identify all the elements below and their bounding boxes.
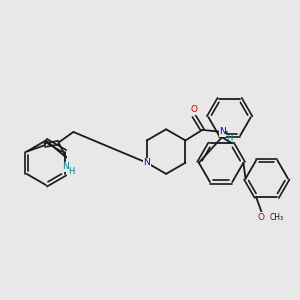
Text: N: N: [219, 128, 226, 136]
Text: O: O: [258, 213, 265, 222]
Text: N: N: [143, 158, 150, 167]
Text: N: N: [62, 163, 68, 172]
Text: H: H: [68, 167, 75, 176]
Text: CH₃: CH₃: [270, 213, 284, 222]
Text: O: O: [190, 105, 197, 114]
Text: H: H: [226, 134, 232, 143]
